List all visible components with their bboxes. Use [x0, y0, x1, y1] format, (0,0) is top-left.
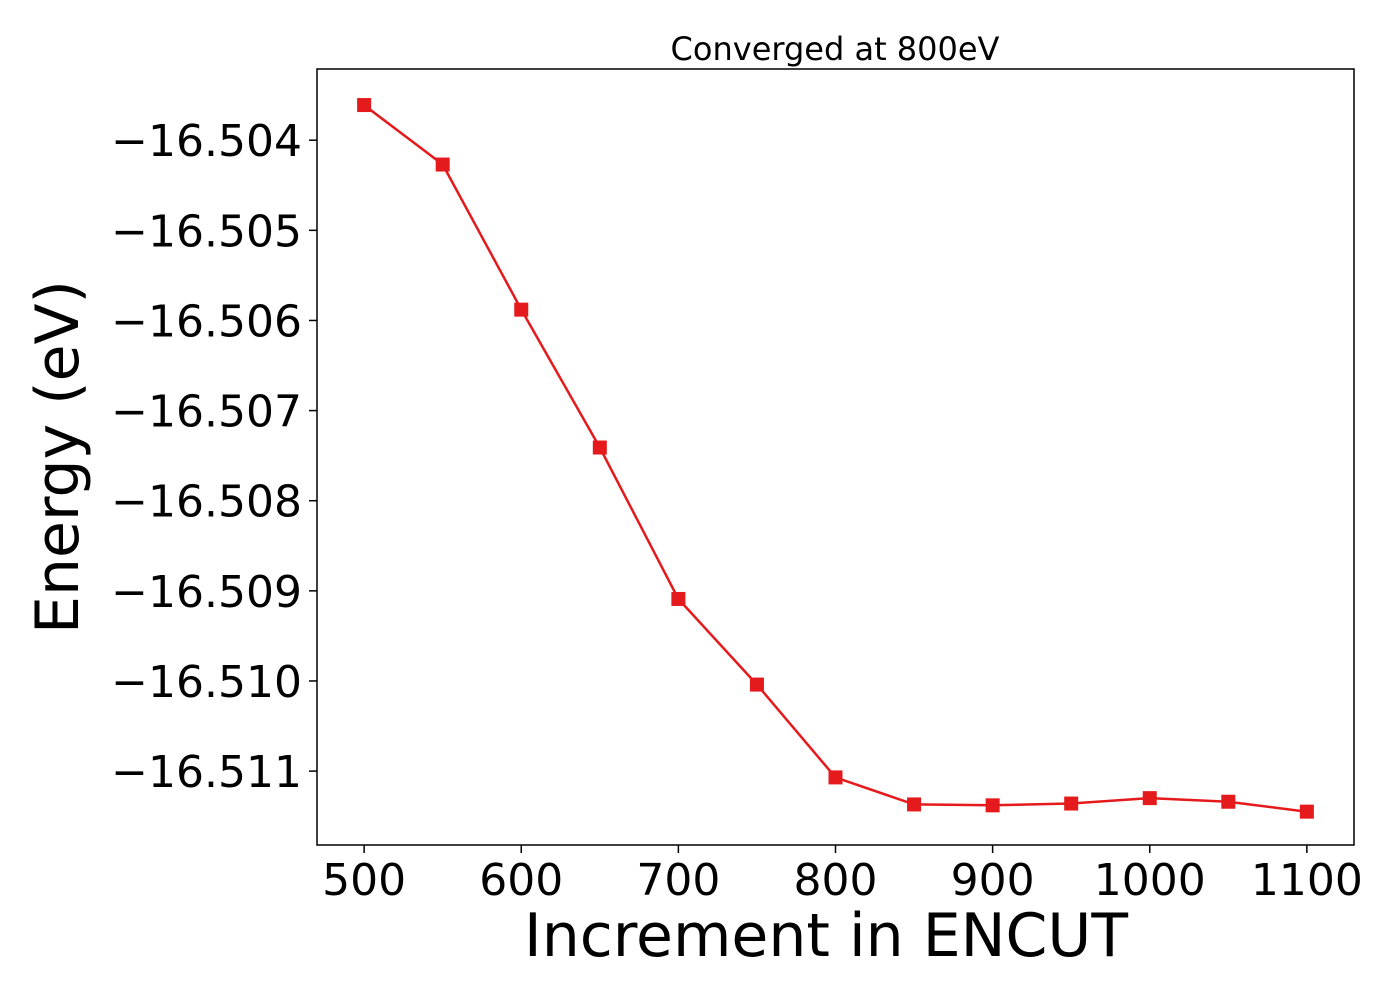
data-point-marker — [1142, 791, 1157, 806]
data-point-marker — [592, 440, 607, 455]
data-point-marker — [357, 98, 372, 113]
x-tick-label: 1100 — [1251, 855, 1363, 906]
y-tick-label: −16.507 — [111, 387, 302, 438]
chart-title: Converged at 800eV — [671, 30, 1000, 68]
y-tick-label: −16.506 — [111, 296, 302, 347]
y-tick-label: −16.509 — [111, 567, 302, 618]
y-tick-label: −16.511 — [111, 747, 302, 798]
data-point-marker — [1064, 796, 1079, 811]
data-point-marker — [435, 157, 450, 172]
data-point-marker — [828, 770, 843, 785]
x-tick-label: 800 — [794, 855, 878, 906]
y-tick-label: −16.508 — [111, 477, 302, 528]
x-tick-label: 900 — [951, 855, 1035, 906]
y-tick-label: −16.504 — [111, 116, 302, 167]
data-point-marker — [749, 677, 764, 692]
data-point-marker — [1299, 804, 1314, 819]
x-tick-label: 1000 — [1094, 855, 1206, 906]
y-axis-label: Energy (eV) — [23, 280, 93, 634]
data-point-marker — [1221, 794, 1236, 809]
data-point-marker — [671, 591, 686, 606]
y-axis: −16.504 −16.505 −16.506 −16.507 −16.508 −16.5… — [111, 116, 317, 798]
energy-series-line — [363, 104, 1308, 813]
x-axis-label: Increment in ENCUT — [524, 901, 1128, 971]
data-point-marker — [985, 798, 1000, 813]
data-point-marker — [514, 302, 529, 317]
x-tick-label: 700 — [636, 855, 720, 906]
energy-series-markers — [357, 98, 1314, 819]
x-tick-label: 500 — [322, 855, 406, 906]
x-axis: 500 600 700 800 900 1000 1100 — [322, 845, 1363, 906]
y-tick-label: −16.510 — [111, 657, 302, 708]
data-point-marker — [907, 797, 922, 812]
x-tick-label: 600 — [479, 855, 563, 906]
plot-area-frame — [316, 68, 1355, 846]
y-tick-label: −16.505 — [111, 206, 302, 257]
